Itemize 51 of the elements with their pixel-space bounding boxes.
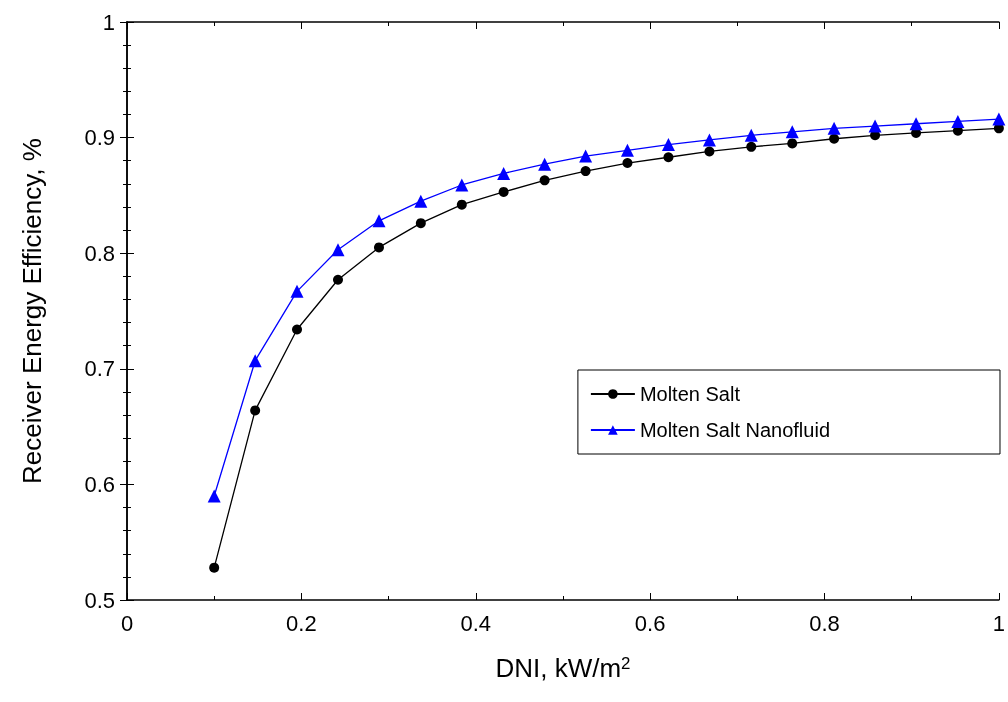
y-tick-label: 0.5 [84, 587, 115, 613]
point [702, 133, 716, 147]
point [373, 242, 384, 253]
point [497, 166, 511, 180]
point [455, 178, 469, 192]
point [292, 324, 303, 335]
y-tick-label: 0.8 [84, 240, 115, 266]
point [909, 117, 923, 131]
y-tick-label: 1 [102, 9, 115, 35]
point [250, 405, 261, 416]
x-tick-label: 0.2 [286, 610, 317, 636]
point [829, 133, 840, 144]
point [414, 194, 428, 208]
y-tick-label: 0.7 [84, 356, 115, 382]
point [456, 199, 467, 210]
point [207, 489, 221, 503]
point [498, 186, 509, 197]
point [248, 354, 262, 368]
x-tick-label: 1 [992, 610, 1006, 636]
point [333, 274, 343, 285]
point [827, 121, 841, 135]
point [290, 284, 304, 298]
x-tick-label: 0.6 [634, 610, 666, 636]
legend-label: Molten Salt Nanofluid [639, 419, 830, 441]
point [538, 157, 552, 171]
point [704, 146, 715, 157]
point [580, 166, 591, 177]
point [209, 562, 220, 573]
point [661, 138, 675, 152]
point [744, 128, 758, 142]
point [746, 141, 757, 152]
point [372, 214, 386, 228]
point [415, 218, 426, 229]
y-tick-label: 0.6 [84, 471, 115, 497]
x-tick-label: 0.8 [809, 610, 840, 636]
point [787, 138, 798, 149]
point [663, 152, 674, 163]
y-tick-label: 0.9 [84, 125, 115, 151]
point [622, 158, 633, 169]
point [539, 175, 550, 186]
point [620, 143, 634, 157]
point [992, 112, 1006, 126]
x-tick-label: 0 [120, 610, 134, 636]
point [951, 114, 965, 128]
point [868, 119, 882, 133]
point [579, 149, 593, 163]
y-axis-title: Receiver Energy Efficiency, % [17, 138, 47, 484]
point [785, 125, 799, 139]
x-tick-label: 0.4 [460, 610, 492, 636]
point [331, 243, 345, 257]
legend-label: Molten Salt [639, 383, 741, 405]
